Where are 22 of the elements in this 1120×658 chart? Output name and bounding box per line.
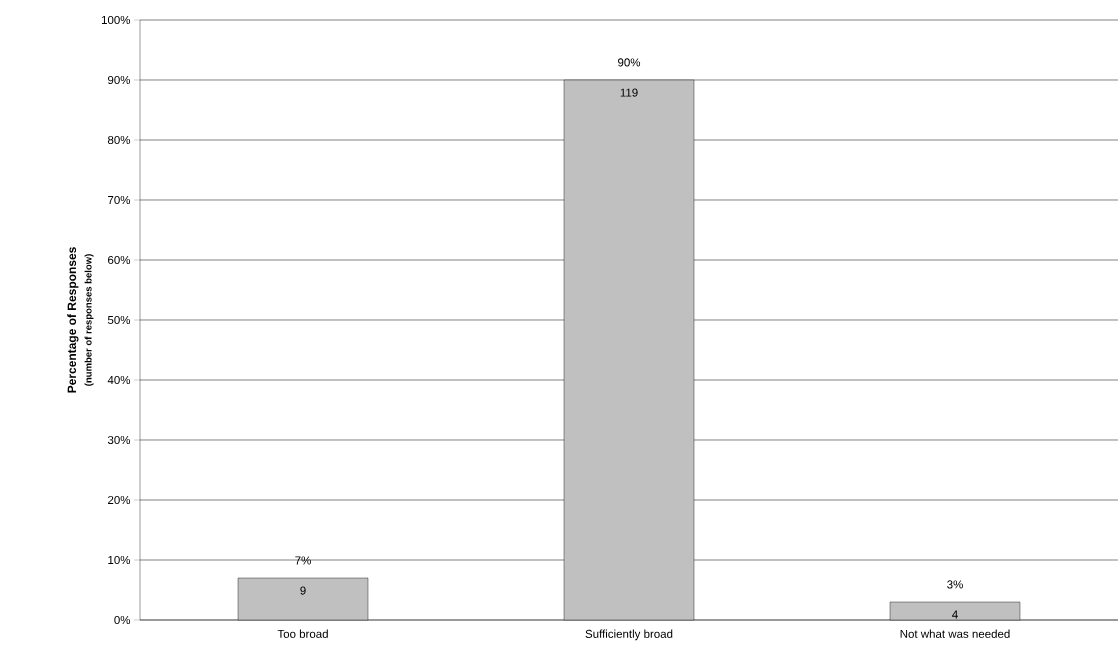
data-label: 7% (295, 556, 311, 565)
x-tick-label: Sufficiently broad (585, 629, 673, 641)
text: (number of responses below) (84, 254, 94, 386)
y-tick-label: 100% (101, 15, 131, 25)
y-tick-label: 60% (108, 255, 131, 265)
y-tick-label: 50% (107, 315, 131, 325)
y-axis-title: Percentage of Responses (67, 247, 79, 393)
y-tick-label: 70% (108, 195, 131, 205)
x-tick-label: Not what was needed (900, 629, 1010, 638)
x-tick-label: Too broad (277, 629, 328, 638)
y-tick-label: 20% (108, 495, 131, 505)
y-tick-label: 80% (107, 135, 131, 145)
y-tick-label: 90% (108, 75, 131, 85)
data-label: 90% (618, 58, 641, 67)
annotation: 119 (620, 88, 638, 97)
y-tick-label: 10% (108, 555, 131, 565)
y-tick-label: 30% (107, 435, 131, 445)
y-tick-label: 40% (107, 375, 131, 385)
annotation: 9 (300, 586, 306, 595)
annotation: 4 (952, 610, 958, 619)
y-tick-label: 0% (114, 615, 131, 625)
data-label: 3% (947, 580, 963, 589)
